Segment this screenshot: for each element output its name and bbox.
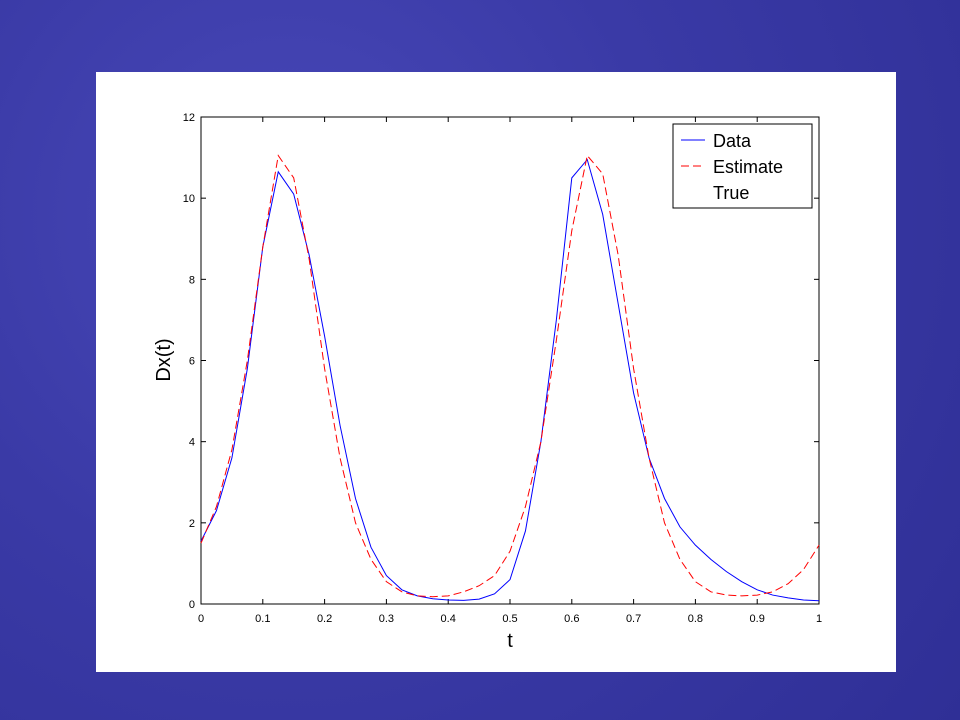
x-tick-label: 0.9: [750, 613, 765, 625]
y-axis-label: Dx(t): [153, 338, 175, 381]
x-tick-label: 1: [816, 613, 822, 625]
series-line: [200, 154, 820, 598]
x-tick-label: 0.4: [441, 613, 456, 625]
y-tick-label: 6: [189, 356, 195, 368]
y-tick-label: 4: [189, 437, 195, 449]
x-tick-label: 0.2: [317, 613, 332, 625]
legend-label: True: [713, 183, 749, 203]
x-tick-label: 0.3: [379, 613, 394, 625]
x-tick-label: 0.5: [502, 613, 517, 625]
y-tick-label: 2: [189, 518, 195, 530]
y-tick-label: 8: [189, 274, 195, 286]
x-tick-label: 0.7: [626, 613, 641, 625]
legend-label: Estimate: [713, 157, 783, 177]
x-tick-label: 0: [198, 613, 204, 625]
y-tick-label: 12: [183, 112, 195, 124]
y-tick-label: 10: [183, 193, 195, 205]
x-tick-label: 0.1: [255, 613, 270, 625]
legend-label: Data: [713, 131, 752, 151]
y-tick-label: 0: [189, 599, 195, 611]
x-tick-label: 0.6: [564, 613, 579, 625]
series-line: [200, 158, 820, 602]
x-axis-label: t: [507, 630, 513, 652]
x-tick-label: 0.8: [688, 613, 703, 625]
